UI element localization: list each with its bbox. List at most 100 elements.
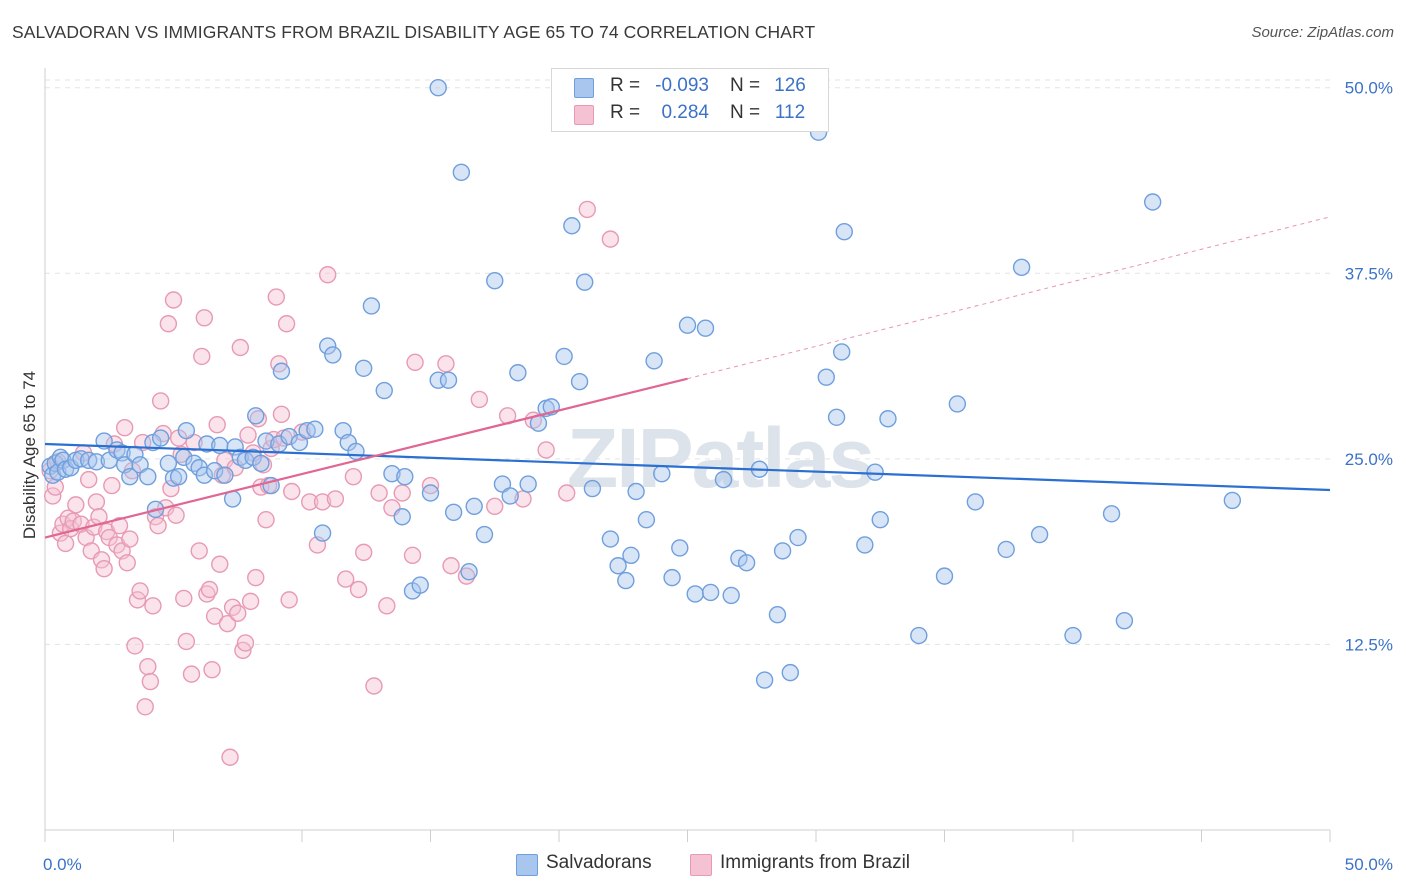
data-point	[627, 482, 645, 501]
data-point	[817, 368, 835, 386]
data-point	[393, 508, 411, 526]
data-point	[139, 657, 157, 676]
data-point	[151, 429, 170, 447]
data-point	[789, 528, 807, 547]
x-tick-label: 0.0%	[43, 855, 82, 874]
data-point	[501, 487, 519, 505]
legend-n-label: N =	[730, 75, 761, 96]
data-point	[696, 319, 715, 337]
data-point	[193, 347, 211, 366]
data-point	[79, 470, 98, 489]
data-point	[218, 614, 237, 633]
data-point	[383, 464, 401, 483]
data-point	[131, 582, 149, 600]
data-point	[393, 484, 411, 502]
data-point	[1115, 611, 1134, 630]
data-point	[486, 271, 504, 290]
data-point	[267, 288, 285, 306]
data-point	[421, 484, 440, 502]
data-point	[247, 568, 265, 587]
data-point	[236, 634, 255, 652]
data-point	[781, 663, 799, 682]
data-point	[354, 359, 373, 377]
data-point	[151, 392, 170, 410]
data-point	[583, 479, 602, 498]
data-point	[671, 539, 689, 557]
trend-line-brazil	[44, 377, 688, 539]
watermark: ZIPatlas	[567, 411, 873, 505]
data-point	[95, 560, 113, 578]
data-point	[403, 546, 422, 565]
trend-lines	[44, 216, 1331, 539]
data-point	[139, 467, 157, 486]
bottom-legend-label: Immigrants from Brazil	[720, 852, 911, 873]
data-point	[182, 665, 201, 683]
data-point	[558, 484, 576, 502]
data-point	[737, 554, 756, 572]
data-point	[56, 534, 75, 553]
data-point	[280, 591, 298, 609]
data-point	[653, 464, 671, 483]
data-point	[177, 632, 196, 651]
trend-line-salvadorans	[44, 442, 1331, 492]
data-point	[444, 503, 463, 521]
data-point	[555, 347, 573, 366]
data-point	[203, 660, 221, 679]
bottom-legend-swatch-pink	[690, 854, 712, 876]
data-point	[249, 410, 268, 428]
data-point	[319, 266, 337, 284]
data-point	[396, 467, 414, 486]
series-brazil-points	[41, 200, 620, 766]
data-point	[537, 441, 555, 459]
data-point	[617, 571, 635, 590]
chart-title: SALVADORAN VS IMMIGRANTS FROM BRAZIL DIS…	[12, 22, 816, 42]
data-point	[167, 506, 185, 524]
data-point	[136, 698, 154, 716]
legend-r-value: 0.284	[661, 102, 709, 123]
data-point	[663, 568, 681, 587]
data-point	[272, 405, 291, 424]
data-point	[231, 448, 250, 467]
data-point	[714, 470, 733, 489]
data-point	[216, 466, 234, 484]
data-point	[570, 372, 589, 391]
data-point	[519, 475, 537, 493]
data-point	[437, 355, 455, 373]
data-point	[1012, 258, 1031, 277]
data-point	[773, 542, 792, 560]
data-point	[563, 217, 581, 235]
data-point	[169, 467, 188, 486]
data-point	[701, 583, 720, 602]
data-point	[362, 297, 381, 315]
data-point	[149, 516, 167, 535]
data-point	[601, 230, 620, 248]
data-point	[103, 476, 121, 495]
legend-r-value: -0.093	[655, 75, 709, 96]
data-point	[910, 626, 928, 645]
data-point	[452, 163, 471, 182]
y-tick-label: 50.0%	[1345, 79, 1393, 98]
data-point	[1064, 626, 1082, 645]
data-point	[768, 606, 787, 624]
data-point	[121, 530, 139, 548]
data-point	[87, 453, 106, 471]
data-point	[190, 542, 208, 560]
y-tick-label: 25.0%	[1345, 450, 1393, 469]
data-point	[159, 315, 178, 333]
y-axis-label: Disability Age 65 to 74	[20, 371, 39, 539]
legend-r-label: R =	[610, 102, 641, 123]
data-point	[347, 442, 365, 461]
trend-line-brazil-extension	[687, 216, 1331, 380]
data-point	[609, 557, 627, 575]
data-point	[935, 567, 954, 585]
legend-swatch-pink	[574, 105, 594, 125]
data-point	[378, 597, 396, 615]
data-point	[172, 445, 190, 464]
correlation-legend: R = -0.093 N = 126 R = 0.284 N = 112	[551, 68, 829, 132]
data-point	[475, 525, 494, 544]
data-point	[460, 562, 478, 581]
source-label: Source: ZipAtlas.com	[1251, 24, 1394, 41]
data-point	[470, 390, 489, 409]
data-point	[645, 352, 663, 370]
